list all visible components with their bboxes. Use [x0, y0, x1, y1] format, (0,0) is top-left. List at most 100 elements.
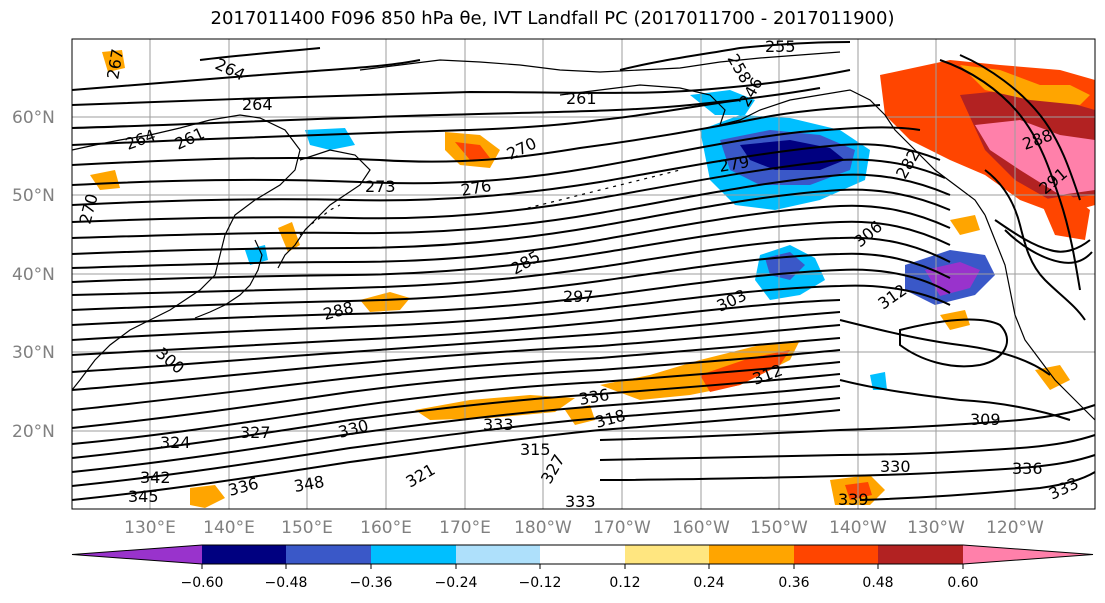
lon-label: 140°E — [203, 518, 255, 538]
lon-label: 120°W — [986, 518, 1044, 538]
colorbar-label: 0.24 — [693, 575, 724, 591]
contour-label: 336 — [1012, 459, 1043, 478]
colorbar: −0.60 −0.48 −0.36 −0.24 −0.12 0.12 0.24 … — [71, 544, 1094, 591]
contour-line — [899, 318, 1009, 368]
colorbar-labels: −0.60 −0.48 −0.36 −0.24 −0.12 0.12 0.24 … — [181, 575, 979, 591]
colorbar-segment — [540, 545, 625, 564]
contour-line — [71, 99, 741, 146]
colorbar-segment — [794, 545, 878, 564]
contour-line — [859, 471, 1096, 501]
contour-line — [71, 104, 881, 166]
contour-line — [71, 385, 841, 473]
shade-blob — [455, 142, 490, 160]
contour-line — [71, 252, 951, 311]
contour-line — [1004, 229, 1093, 264]
contour-line — [71, 373, 841, 459]
contour-label: 339 — [838, 490, 869, 509]
coastline-siberia — [359, 51, 841, 73]
shade-blob — [870, 372, 887, 390]
latitude-labels: 60°N 50°N 40°N 30°N 20°N — [12, 108, 55, 442]
contour-line — [71, 188, 951, 255]
lon-label: 140°W — [829, 518, 887, 538]
contour-line — [984, 169, 1086, 321]
colorbar-segment — [963, 545, 1093, 564]
shade-blob — [278, 222, 300, 252]
lat-label: 40°N — [12, 265, 55, 285]
contour-line — [71, 337, 841, 411]
colorbar-segment — [202, 545, 286, 564]
colorbar-label: 0.48 — [862, 575, 893, 591]
shade-blob — [245, 245, 268, 265]
shade-blob — [415, 395, 575, 420]
colorbar-label: −0.60 — [181, 575, 224, 591]
coastline-asia — [71, 114, 301, 391]
coastline-alaska — [559, 84, 986, 216]
colorbar-segment — [286, 545, 371, 564]
contour-line — [71, 268, 951, 326]
contour-line — [839, 319, 1051, 376]
shade-blob — [960, 65, 1090, 105]
colorbar-label: 0.60 — [947, 575, 978, 591]
contour-line — [199, 47, 321, 61]
lon-label: 150°W — [750, 518, 808, 538]
contour-label: 333 — [483, 415, 514, 434]
contour-line — [939, 59, 1081, 291]
contour-labels: 267 264 264 264 261 261 258 255 246 270 … — [76, 37, 1082, 511]
contour-label: 324 — [160, 433, 191, 452]
colorbar-segment — [456, 545, 540, 564]
lon-label: 160°W — [672, 518, 730, 538]
contour-line — [71, 361, 841, 445]
shade-blob — [102, 50, 125, 72]
colorbar-label: −0.24 — [435, 575, 478, 591]
contour-line — [599, 404, 1096, 441]
theta-e-contours — [71, 41, 1096, 501]
contour-line — [71, 284, 951, 341]
contour-line — [71, 126, 921, 186]
lon-label: 180°W — [514, 518, 572, 538]
contour-line — [71, 409, 841, 501]
longitude-labels: 130°E 140°E 150°E 160°E 170°E 180°W 170°… — [124, 518, 1044, 538]
shade-blob — [600, 340, 800, 400]
lon-label: 170°E — [439, 518, 491, 538]
lon-label: 170°W — [593, 518, 651, 538]
shade-blob — [360, 292, 410, 312]
colorbar-label: 0.12 — [609, 575, 640, 591]
contour-line — [71, 59, 421, 91]
contour-label: 333 — [565, 492, 596, 511]
colorbar-segment — [709, 545, 794, 564]
colorbar-label: −0.36 — [350, 575, 393, 591]
contour-line — [71, 299, 841, 356]
aleutian-islands — [519, 169, 681, 211]
contour-label: 327 — [240, 423, 271, 442]
contour-label: 261 — [566, 89, 597, 108]
lon-label: 160°E — [360, 518, 412, 538]
lat-label: 30°N — [12, 343, 55, 363]
contour-line — [71, 69, 851, 106]
lat-label: 50°N — [12, 186, 55, 206]
contour-line — [71, 324, 841, 391]
contour-label: 342 — [140, 468, 171, 487]
contour-label: 264 — [242, 95, 273, 114]
contour-label: 309 — [970, 410, 1001, 429]
contour-label: 255 — [765, 37, 796, 56]
colorbar-segment — [625, 545, 709, 564]
shade-blob — [975, 120, 1095, 195]
contour-line — [994, 219, 1091, 253]
map-title: 2017011400 F096 850 hPa θe, IVT Landfall… — [210, 8, 895, 29]
contour-line — [839, 379, 1071, 421]
colorbar-label: 0.36 — [778, 575, 809, 591]
contour-line — [959, 54, 1081, 201]
colorbar-ticks — [201, 564, 964, 569]
lon-label: 130°W — [907, 518, 965, 538]
contour-line — [71, 220, 951, 283]
map-panel: 267 264 264 264 261 261 258 255 246 270 … — [71, 37, 1096, 511]
shading-layer — [90, 50, 1095, 508]
contour-line — [599, 454, 1096, 481]
contour-label: 297 — [563, 287, 594, 306]
lon-label: 150°E — [281, 518, 333, 538]
shade-blob — [90, 170, 120, 190]
coastline-northamerica — [984, 214, 1096, 421]
contour-line — [71, 349, 841, 429]
shade-blob — [190, 485, 225, 508]
